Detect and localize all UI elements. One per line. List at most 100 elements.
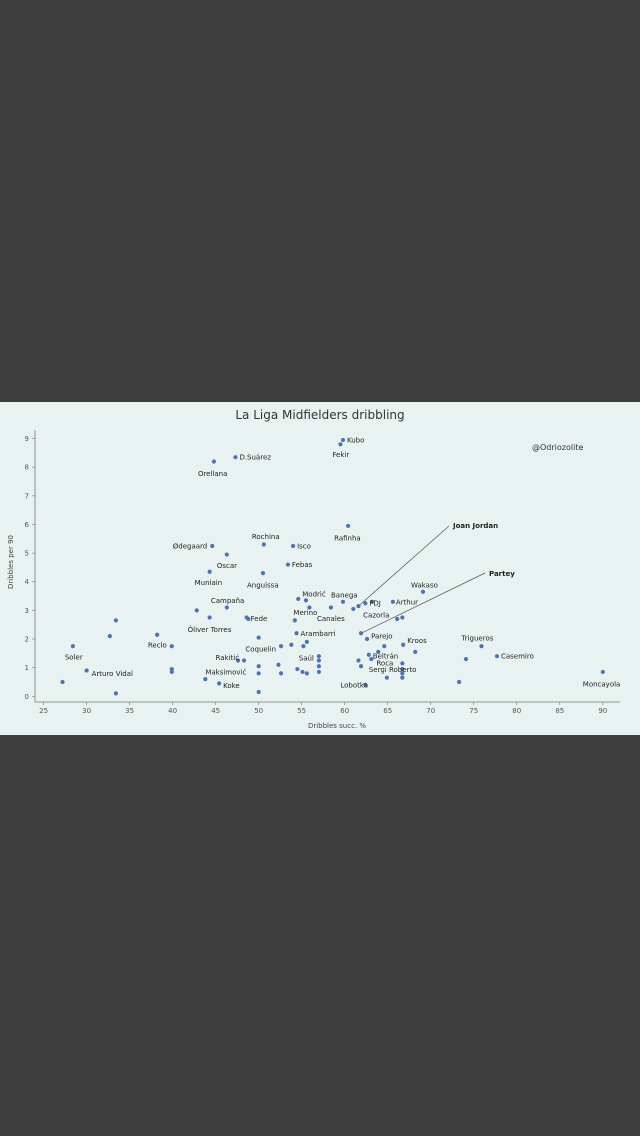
data-point: [316, 664, 321, 669]
point-label: Parejo: [371, 633, 392, 641]
data-point: [316, 669, 321, 675]
data-point: [292, 618, 297, 623]
annotation-line: [358, 525, 450, 607]
data-point: [294, 631, 299, 636]
point-label: Rakitić: [216, 654, 240, 662]
data-point: [261, 542, 266, 547]
point-label: Moncayola: [583, 680, 621, 688]
data-point: [260, 571, 266, 576]
point-label: Beltrán: [373, 652, 398, 660]
data-point: [211, 459, 217, 464]
x-tick-label: 75: [469, 707, 478, 715]
data-point: [382, 644, 387, 649]
data-point: [278, 644, 284, 649]
data-point: [210, 543, 215, 549]
point-label: Fede: [251, 615, 268, 623]
data-point: [376, 649, 381, 654]
point-label: Banega: [331, 591, 358, 599]
data-point: [479, 644, 484, 649]
data-point: [346, 523, 351, 529]
data-point: [285, 562, 291, 567]
data-point: [400, 675, 405, 680]
data-point: [224, 552, 229, 557]
data-point: [316, 654, 321, 659]
annotations: [358, 525, 486, 634]
data-point: [224, 605, 229, 610]
point-label: Anguissa: [247, 582, 279, 590]
x-tick-label: 80: [512, 707, 521, 715]
point-label: FDJ: [369, 600, 380, 608]
data-point: [358, 631, 364, 636]
data-point: [301, 644, 306, 649]
data-point: [113, 691, 118, 696]
data-point: [494, 654, 500, 659]
y-tick-label: 1: [25, 664, 29, 672]
y-axis-label: Dribbles per 90: [7, 535, 15, 589]
annotation-label: Partey: [489, 570, 515, 578]
chart-title: La Liga Midfielders dribbling: [235, 408, 404, 422]
y-tick-label: 9: [25, 435, 29, 443]
data-point: [364, 636, 370, 642]
data-point: [241, 658, 247, 663]
data-point: [60, 679, 65, 685]
data-point: [113, 618, 118, 623]
point-label: Muniain: [195, 579, 223, 587]
data-point: [363, 682, 368, 687]
data-point: [338, 442, 343, 447]
point-label: Rochina: [252, 533, 280, 541]
data-point: [256, 664, 261, 669]
point-label: Lobotka: [340, 681, 368, 689]
scatter-chart: La Liga Midfielders dribbling @Odriozoli…: [7, 408, 621, 730]
data-point: [390, 599, 395, 604]
y-tick-label: 0: [25, 693, 29, 701]
point-label: Orellana: [198, 470, 227, 478]
point-label: Merino: [293, 609, 317, 617]
data-point: [420, 589, 426, 594]
point-label: Arambarri: [301, 630, 336, 638]
y-tick-label: 7: [25, 492, 29, 500]
point-label: Sergi Roberto: [369, 666, 417, 674]
data-points: [60, 437, 605, 696]
point-label: Ødegaard: [173, 542, 207, 550]
x-tick-label: 40: [168, 707, 177, 715]
point-label: Wakaso: [411, 581, 438, 589]
y-tick-label: 6: [25, 521, 30, 529]
data-point: [70, 644, 75, 649]
point-label: Kubo: [347, 437, 364, 445]
data-point: [457, 679, 462, 685]
data-point: [290, 543, 296, 549]
data-point: [84, 668, 89, 673]
point-label: Koke: [223, 682, 240, 690]
point-label: Maksimović: [205, 669, 246, 677]
data-point: [169, 644, 174, 649]
x-tick-label: 65: [383, 707, 392, 715]
data-point: [207, 569, 212, 574]
data-point: [107, 634, 112, 639]
point-label: Oscar: [217, 562, 237, 570]
data-point: [463, 656, 469, 662]
data-point: [400, 615, 405, 620]
point-label: Reclo: [148, 642, 167, 650]
data-point: [366, 652, 371, 657]
y-tick-label: 5: [25, 550, 29, 558]
data-point: [155, 632, 160, 637]
data-point: [400, 666, 405, 672]
point-label: Febas: [292, 561, 313, 569]
x-tick-label: 35: [125, 707, 134, 715]
point-label: Óliver Torres: [188, 625, 232, 634]
data-point: [246, 616, 251, 622]
data-point: [295, 666, 300, 672]
x-tick-label: 90: [598, 707, 607, 715]
data-point: [233, 455, 238, 460]
point-label: Arturo Vidal: [92, 670, 133, 678]
data-point: [169, 669, 174, 675]
data-point: [194, 608, 199, 613]
data-point: [303, 598, 309, 603]
annotation-line: [360, 572, 486, 634]
x-tick-label: 25: [39, 707, 48, 715]
data-point: [307, 605, 312, 610]
data-point: [340, 599, 346, 604]
data-point: [256, 689, 261, 695]
y-tick-label: 3: [25, 607, 29, 615]
